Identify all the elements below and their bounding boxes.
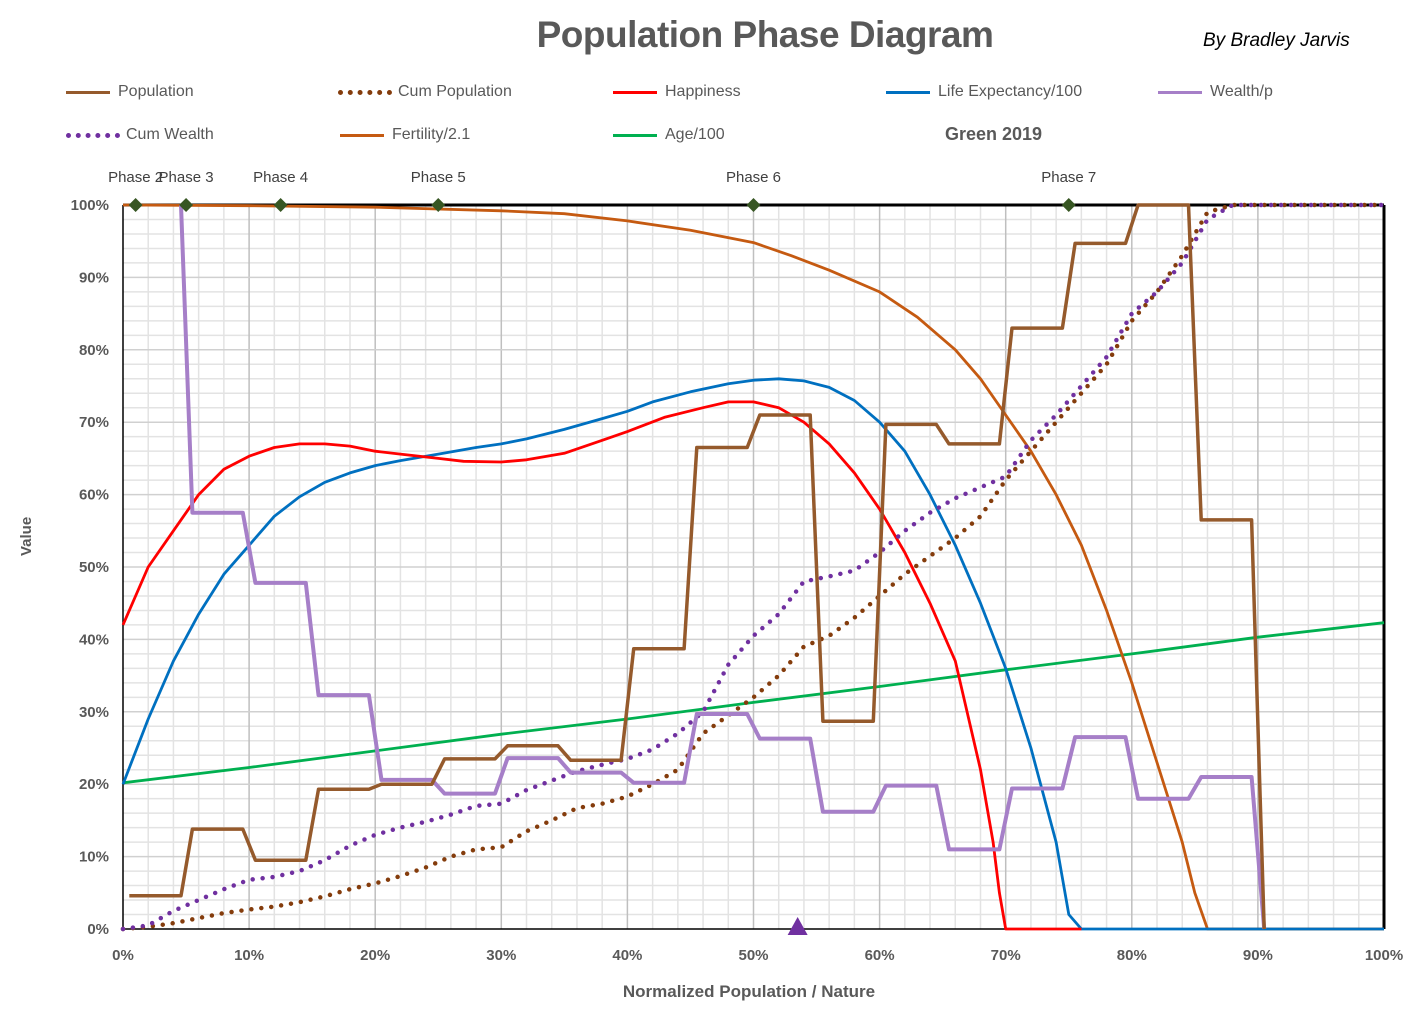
legend-label: Age/100 [665, 126, 725, 143]
x-tick-label: 40% [612, 947, 642, 964]
legend-label: Fertility/2.1 [392, 126, 471, 143]
legend-label: Population [118, 83, 194, 100]
legend-swatch [338, 89, 392, 95]
x-tick-label: 20% [360, 947, 390, 964]
legend-item-fertility: Fertility/2.1 [340, 125, 470, 145]
x-tick-label: 80% [1117, 947, 1147, 964]
legend-swatch [66, 132, 120, 138]
series-line-wealth-p [179, 204, 1267, 930]
legend-swatch [66, 90, 110, 94]
green-2019-note: Green 2019 [945, 124, 1043, 144]
legend-item-cum-population: Cum Population [338, 82, 512, 102]
legend-label: Cum Population [398, 83, 512, 100]
y-tick-label: 70% [79, 414, 109, 431]
phase-marker-diamond [1061, 198, 1076, 212]
legend-item-happiness: Happiness [613, 82, 741, 102]
phase-marker-diamond [128, 198, 143, 212]
y-tick-label: 80% [79, 342, 109, 359]
series-line-cum-wealth [120, 202, 1387, 932]
phase-marker-diamond [746, 198, 761, 212]
phase-label: Phase 3 [159, 169, 214, 186]
series-line-happiness [121, 400, 1082, 931]
series-line-age [122, 621, 1385, 785]
series-line-life-expectancy [121, 377, 1384, 931]
phase-label: Phase 5 [411, 169, 466, 186]
legend-item-age: Age/100 [613, 125, 725, 145]
y-tick-label: 90% [79, 269, 109, 286]
x-tick-label: 50% [738, 947, 768, 964]
phase-label: Phase 6 [726, 169, 781, 186]
y-tick-label: 30% [79, 704, 109, 721]
legend-label: Wealth/p [1210, 83, 1273, 100]
legend-item-population: Population [66, 82, 194, 102]
legend-swatch [613, 90, 657, 94]
series-line-population [129, 203, 1266, 930]
phase-marker-diamond [273, 198, 288, 212]
legend-item-wealth-p: Wealth/p [1158, 82, 1273, 102]
phase-marker-diamond [179, 198, 194, 212]
y-tick-label: 60% [79, 487, 109, 504]
triangle-marker [787, 917, 808, 935]
legend-label: Happiness [665, 83, 741, 100]
y-axis-label: Value [18, 516, 35, 556]
legend-swatch [886, 90, 930, 94]
x-tick-label: 70% [991, 947, 1021, 964]
legend-swatch [340, 133, 384, 137]
chart-title: Population Phase Diagram [536, 14, 994, 55]
legend-item-life-expectancy: Life Expectancy/100 [886, 82, 1082, 102]
phase-label: Phase 4 [253, 169, 308, 186]
x-axis-label: Normalized Population / Nature [622, 982, 876, 1001]
y-tick-label: 100% [71, 197, 109, 214]
y-tick-label: 20% [79, 776, 109, 793]
series-line-fertility [122, 203, 1384, 931]
chart-author: By Bradley Jarvis [1203, 30, 1350, 51]
series-group [120, 202, 1387, 932]
legend-item-cum-wealth: Cum Wealth [66, 125, 214, 145]
x-tick-label: 90% [1243, 947, 1273, 964]
phase-marker-diamond [431, 198, 446, 212]
series-line-cum-population [120, 202, 1387, 932]
phase-label: Phase 2 [108, 169, 163, 186]
x-tick-label: 100% [1365, 947, 1403, 964]
legend-swatch [613, 133, 657, 137]
y-tick-label: 0% [87, 921, 109, 938]
legend-swatch [1158, 90, 1202, 94]
y-tick-label: 10% [79, 849, 109, 866]
y-tick-label: 50% [79, 559, 109, 576]
x-tick-label: 30% [486, 947, 516, 964]
phase-label: Phase 7 [1041, 169, 1096, 186]
x-tick-label: 60% [865, 947, 895, 964]
x-tick-label: 10% [234, 947, 264, 964]
x-tick-label: 0% [112, 947, 134, 964]
y-tick-label: 40% [79, 631, 109, 648]
legend-label: Life Expectancy/100 [938, 83, 1083, 100]
legend-label: Cum Wealth [126, 126, 214, 143]
